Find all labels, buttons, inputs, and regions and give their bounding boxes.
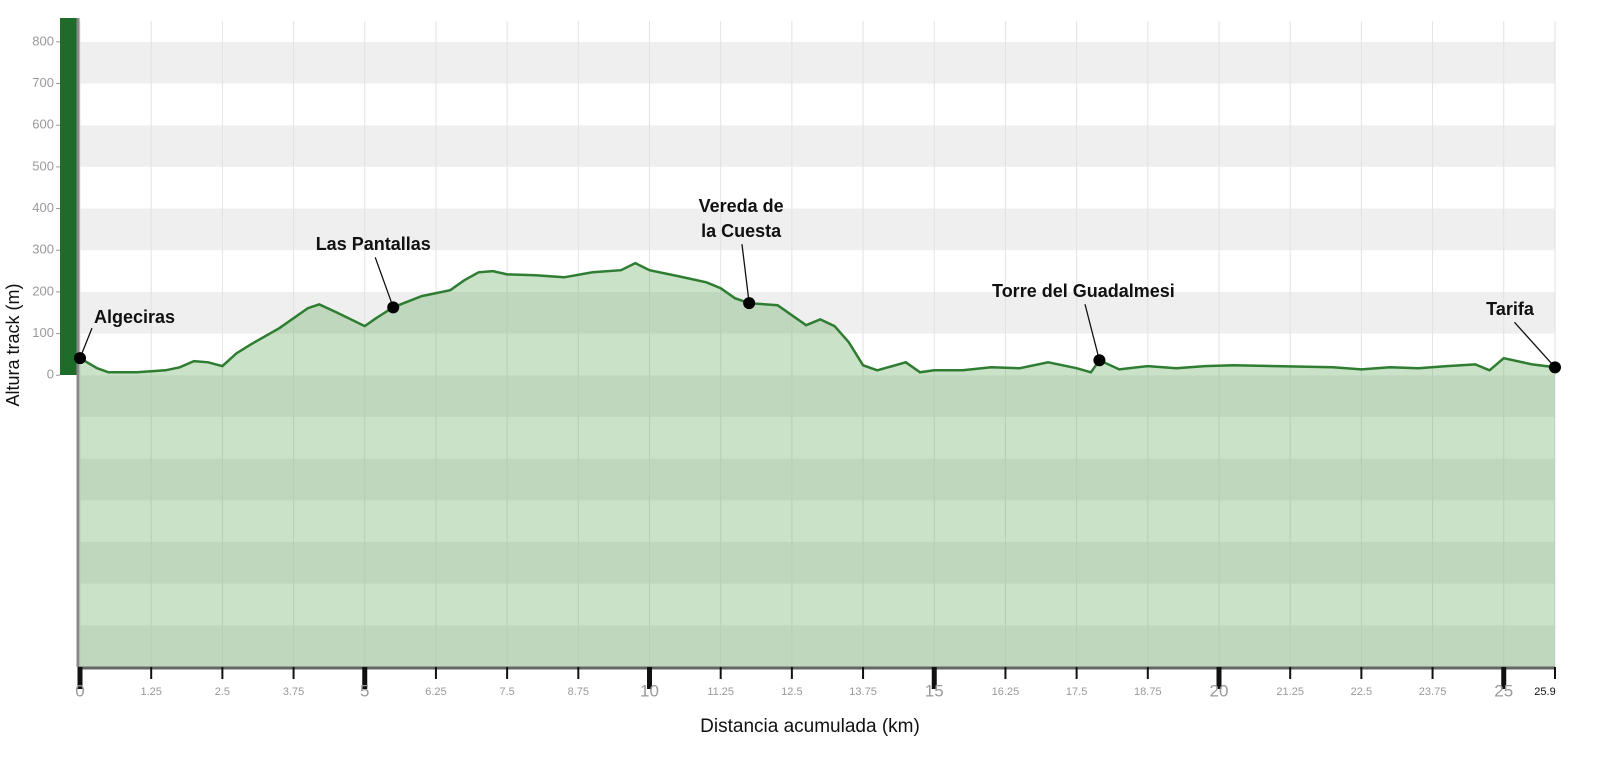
- x-tick-label: 6.25: [425, 686, 446, 698]
- x-tick-label: 18.75: [1134, 686, 1162, 698]
- x-tick-label: 7.5: [499, 686, 514, 698]
- waypoint-label: Tarifa: [1486, 299, 1535, 319]
- waypoint-dot: [1093, 354, 1106, 367]
- y-tick-label: 700: [32, 75, 54, 90]
- y-tick-label: 300: [32, 242, 54, 257]
- waypoint-dot: [74, 352, 86, 365]
- leader-line: [374, 257, 394, 308]
- y-tick-label: 400: [32, 200, 54, 215]
- x-tick-label: 23.75: [1419, 686, 1447, 698]
- x-tick-label: 1.25: [140, 686, 161, 698]
- x-tick-label: 0: [75, 681, 84, 700]
- x-tick-label: 22.5: [1351, 686, 1372, 698]
- y-tick-label: 500: [32, 158, 54, 173]
- grid-band: [80, 416, 1555, 459]
- x-tick-label: 15: [925, 681, 944, 700]
- waypoint-label: la Cuesta: [701, 221, 782, 241]
- waypoint-dot: [743, 297, 756, 310]
- grid-band: [80, 333, 1555, 376]
- grid-band: [80, 208, 1555, 251]
- y-tick-label: 0: [47, 367, 54, 382]
- x-axis-label: Distancia acumulada (km): [700, 716, 920, 737]
- y-tick-label: 800: [32, 33, 54, 48]
- leader-line: [1084, 304, 1101, 361]
- x-tick-label: 17.5: [1066, 686, 1087, 698]
- waypoint-dot: [387, 301, 400, 314]
- grid-band: [80, 625, 1555, 667]
- x-tick-label: 25: [1494, 681, 1513, 700]
- y-axis-label: Altura track (m): [3, 283, 23, 406]
- x-tick-label: 12.5: [781, 686, 802, 698]
- grid-band: [80, 250, 1555, 292]
- grid-band: [80, 291, 1555, 334]
- y-tick-label: 200: [32, 283, 54, 298]
- x-tick-label: 13.75: [849, 686, 877, 698]
- grid-band: [80, 375, 1555, 417]
- waypoint-label: Las Pantallas: [316, 234, 431, 254]
- x-tick-label: 5: [360, 681, 369, 700]
- x-tick-label: 21.25: [1276, 686, 1304, 698]
- grid-band: [80, 83, 1555, 126]
- grid-band: [80, 41, 1555, 84]
- waypoint-label: Vereda de: [699, 196, 784, 216]
- grid-band: [80, 166, 1555, 209]
- leader-line: [741, 244, 750, 304]
- grid-band: [80, 458, 1555, 501]
- grid-band: [80, 500, 1555, 542]
- waypoint-label: Torre del Guadalmesi: [992, 281, 1175, 301]
- y-tick-label: 100: [32, 325, 54, 340]
- x-tick-label: 20: [1210, 681, 1229, 700]
- color-bar: [60, 18, 78, 375]
- grid-band: [80, 125, 1555, 167]
- waypoint-dot: [1549, 361, 1561, 374]
- x-tick-label: 11.25: [707, 686, 734, 698]
- elevation-line: [79, 261, 1556, 374]
- grid-band: [80, 21, 1555, 42]
- x-tick-label: 25.9: [1534, 686, 1555, 698]
- grid-band: [80, 583, 1555, 626]
- x-tick-label: 16.25: [992, 686, 1020, 698]
- leader-line: [1514, 321, 1556, 368]
- x-tick-label: 10: [640, 681, 659, 700]
- area-fill: [80, 263, 1555, 667]
- x-tick-label: 3.75: [283, 686, 304, 698]
- x-tick-label: 8.75: [568, 686, 589, 698]
- grid-band: [80, 541, 1555, 584]
- y-tick-label: 600: [32, 117, 54, 132]
- x-tick-label: 2.5: [215, 686, 230, 698]
- waypoint-label: Algeciras: [94, 307, 175, 327]
